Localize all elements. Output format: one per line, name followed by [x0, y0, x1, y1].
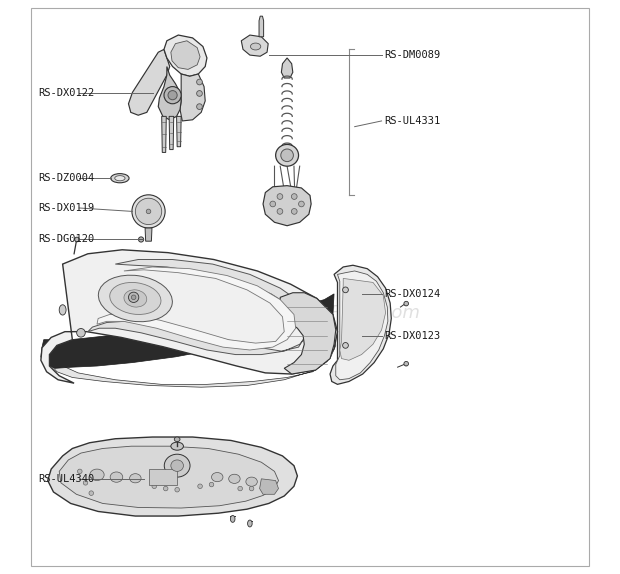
Ellipse shape [164, 87, 181, 104]
Ellipse shape [146, 209, 151, 214]
Polygon shape [263, 185, 311, 226]
Ellipse shape [299, 201, 304, 207]
Polygon shape [48, 437, 298, 516]
Ellipse shape [270, 201, 276, 207]
Ellipse shape [229, 474, 240, 483]
Ellipse shape [174, 437, 180, 441]
Ellipse shape [110, 282, 161, 315]
Polygon shape [97, 267, 296, 350]
Ellipse shape [281, 149, 293, 162]
Polygon shape [164, 35, 207, 76]
Ellipse shape [90, 469, 104, 480]
Ellipse shape [171, 442, 184, 450]
Ellipse shape [276, 145, 299, 166]
Ellipse shape [343, 343, 348, 348]
Text: RS-DX0123: RS-DX0123 [384, 331, 441, 341]
Ellipse shape [175, 487, 179, 492]
Ellipse shape [78, 469, 82, 474]
Ellipse shape [404, 301, 409, 306]
Text: RS-DG0120: RS-DG0120 [38, 234, 94, 245]
Text: RS-DZ0004: RS-DZ0004 [38, 173, 94, 183]
Polygon shape [280, 293, 336, 374]
Polygon shape [336, 271, 388, 380]
Ellipse shape [250, 43, 261, 50]
Ellipse shape [168, 91, 177, 100]
Ellipse shape [171, 460, 184, 471]
Ellipse shape [277, 208, 283, 214]
Ellipse shape [198, 484, 202, 488]
Text: RS-UL4340: RS-UL4340 [38, 474, 94, 484]
Polygon shape [180, 74, 205, 121]
Polygon shape [88, 259, 313, 355]
Ellipse shape [130, 474, 141, 483]
Polygon shape [171, 41, 200, 69]
Polygon shape [59, 446, 278, 508]
Ellipse shape [138, 237, 144, 242]
Ellipse shape [231, 515, 235, 522]
Bar [149, 468, 177, 484]
Polygon shape [241, 35, 268, 56]
Ellipse shape [291, 193, 297, 199]
Text: eReplacementParts.com: eReplacementParts.com [200, 304, 420, 322]
Ellipse shape [238, 486, 242, 491]
Ellipse shape [111, 173, 129, 183]
Ellipse shape [131, 295, 136, 300]
Polygon shape [340, 278, 386, 360]
Polygon shape [260, 479, 278, 494]
Polygon shape [162, 117, 166, 153]
Ellipse shape [343, 287, 348, 293]
Polygon shape [169, 117, 174, 150]
Text: RS-DX0122: RS-DX0122 [38, 88, 94, 99]
Ellipse shape [89, 491, 94, 495]
Ellipse shape [164, 486, 168, 491]
Ellipse shape [135, 198, 162, 224]
Ellipse shape [197, 79, 202, 85]
Ellipse shape [209, 482, 214, 487]
Ellipse shape [249, 486, 254, 491]
Ellipse shape [404, 362, 409, 366]
Ellipse shape [277, 193, 283, 199]
Ellipse shape [132, 195, 165, 228]
Ellipse shape [83, 480, 88, 485]
Ellipse shape [115, 176, 125, 181]
Ellipse shape [74, 237, 79, 242]
Ellipse shape [211, 472, 223, 482]
Polygon shape [177, 117, 181, 147]
Ellipse shape [291, 208, 297, 214]
Ellipse shape [247, 520, 252, 527]
Ellipse shape [152, 484, 156, 488]
Polygon shape [48, 334, 336, 387]
Polygon shape [41, 250, 337, 383]
Ellipse shape [197, 91, 202, 96]
Ellipse shape [246, 477, 257, 486]
Ellipse shape [77, 328, 86, 337]
Text: RS-DX0119: RS-DX0119 [38, 203, 94, 213]
Ellipse shape [128, 292, 139, 302]
Text: RS-DX0124: RS-DX0124 [384, 289, 441, 300]
Polygon shape [281, 58, 293, 78]
Polygon shape [41, 294, 334, 369]
Ellipse shape [124, 290, 147, 307]
Polygon shape [158, 67, 181, 120]
Ellipse shape [110, 472, 123, 482]
Polygon shape [259, 16, 264, 37]
Polygon shape [330, 265, 391, 385]
Text: RS-DM0089: RS-DM0089 [384, 50, 441, 60]
Polygon shape [145, 228, 152, 241]
Ellipse shape [99, 275, 172, 321]
Ellipse shape [164, 454, 190, 477]
Polygon shape [128, 49, 170, 115]
Ellipse shape [59, 305, 66, 315]
Ellipse shape [261, 484, 265, 488]
Text: RS-UL4331: RS-UL4331 [384, 116, 441, 126]
Ellipse shape [197, 104, 202, 110]
